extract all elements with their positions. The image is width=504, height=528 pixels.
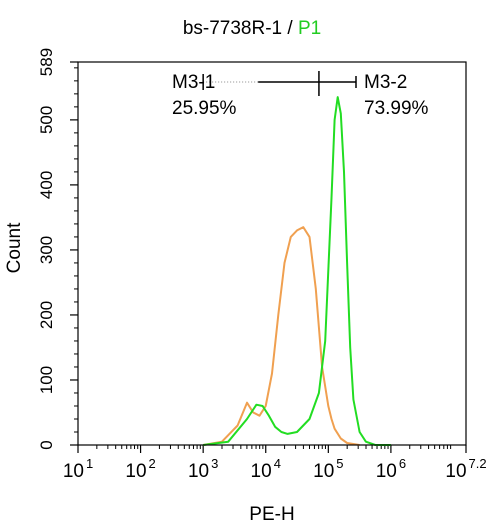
- x-tick-label: 10 4: [251, 456, 281, 482]
- y-tick-label: 589: [37, 48, 56, 76]
- y-tick-label: 0: [37, 440, 56, 449]
- y-tick-label: 100: [37, 366, 56, 394]
- x-tick-label: 10 6: [376, 456, 406, 482]
- y-tick-label: 400: [37, 171, 56, 199]
- gate-m3-2-name: M3-2: [364, 72, 407, 93]
- x-tick-label: 10 1: [63, 456, 93, 482]
- x-tick-layer: 10 1 10 2 10 3 10 4 10 5 10 6 10 7.2: [63, 445, 487, 482]
- title-main: bs-7738R-1: [182, 18, 283, 39]
- gate-layer: M3-1 25.95% M3-2 73.99%: [172, 71, 429, 119]
- gate-m3-1-name: M3-1: [172, 72, 215, 93]
- x-tick-label: 10 5: [313, 456, 343, 482]
- y-tick-label: 500: [37, 106, 56, 134]
- y-tick-label: 300: [37, 236, 56, 264]
- series-line-1: [203, 226, 360, 446]
- y-tick-layer: 0 100 200 300 400 500 589: [37, 48, 78, 450]
- title-gate: P1: [297, 18, 322, 39]
- chart-title: bs-7738R-1 / P1: [0, 18, 504, 40]
- plot-frame: [77, 61, 467, 446]
- x-tick-label: 10 3: [188, 456, 218, 482]
- title-separator: /: [282, 18, 298, 39]
- y-axis-label: Count: [4, 222, 25, 273]
- gate-m3-2-percent: 73.99%: [364, 98, 429, 119]
- x-axis-label: PE-H: [249, 504, 294, 525]
- series-layer: [203, 96, 391, 446]
- x-tick-label: 10 7.2: [445, 456, 486, 482]
- gate-m3-1-percent: 25.95%: [172, 98, 237, 119]
- x-tick-label: 10 2: [125, 456, 155, 482]
- series-line-2: [203, 96, 391, 446]
- y-tick-label: 200: [37, 301, 56, 329]
